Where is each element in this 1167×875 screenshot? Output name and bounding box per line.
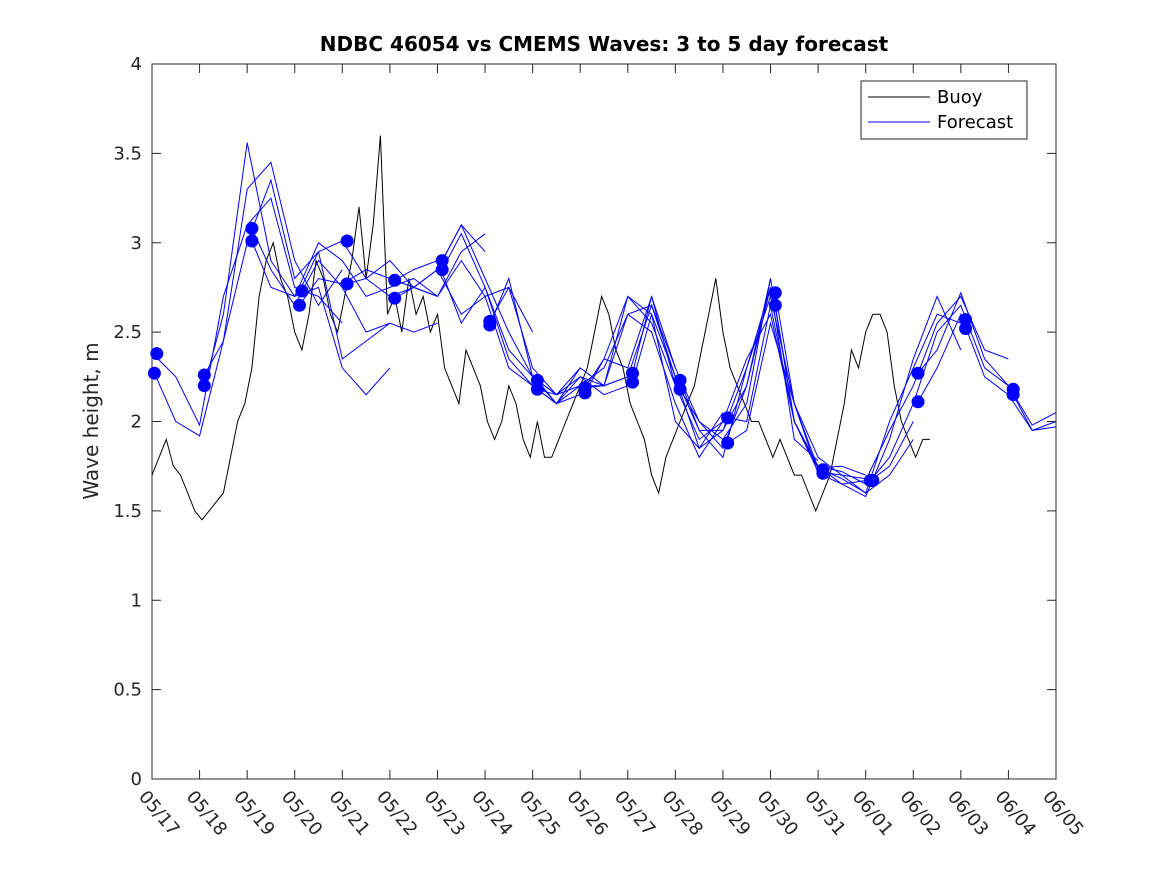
forecast-marker-7	[295, 284, 309, 298]
forecast-marker-11	[388, 273, 402, 287]
forecast-marker-13	[435, 254, 449, 268]
forecast-marker-15	[483, 314, 497, 328]
forecast-marker-5	[245, 221, 259, 235]
forecast-line-27	[822, 295, 1009, 485]
forecast-marker-26	[768, 298, 782, 312]
forecast-line-30	[917, 291, 1057, 431]
y-tick-label: 0	[131, 769, 142, 790]
forecast-marker-10	[388, 291, 402, 305]
forecast-marker-22	[673, 382, 687, 396]
forecast-marker-33	[911, 366, 925, 380]
forecast-line-28	[870, 304, 1057, 481]
y-axis-label: Wave height, m	[79, 342, 103, 499]
forecast-line-17	[584, 278, 771, 441]
forecast-marker-32	[911, 395, 925, 409]
forecast-marker-19	[578, 381, 592, 394]
forecast-line-8	[346, 259, 534, 333]
forecast-marker-31	[866, 474, 880, 487]
chart-title: NDBC 46054 vs CMEMS Waves: 3 to 5 day fo…	[320, 32, 889, 56]
buoy-series	[151, 135, 930, 521]
forecast-marker-1	[150, 347, 164, 361]
forecast-line-21	[679, 278, 866, 480]
forecast-marker-8	[340, 277, 354, 291]
y-tick-label: 3.5	[113, 143, 142, 164]
legend-buoy-label: Buoy	[937, 87, 983, 108]
forecast-marker-35	[959, 313, 973, 327]
forecast-marker-24	[721, 436, 735, 450]
forecast-series-group	[153, 142, 1057, 498]
forecast-line-3	[203, 178, 391, 376]
buoy-line	[151, 135, 930, 521]
forecast-marker-25	[721, 411, 735, 425]
forecast-line-26	[774, 292, 962, 498]
forecast-marker-34	[959, 322, 973, 336]
legend-box	[860, 80, 1028, 140]
y-tick-label: 4	[131, 54, 142, 75]
legend: Buoy Forecast	[860, 80, 1028, 140]
forecast-marker-16	[530, 382, 544, 396]
plot-area	[151, 63, 1057, 780]
forecast-line-23	[727, 321, 914, 494]
y-tick-label: 1.5	[113, 501, 142, 522]
forecast-marker-4	[245, 234, 259, 248]
forecast-marker-29	[816, 463, 830, 477]
forecast-marker-23	[673, 373, 687, 387]
forecast-marker-21	[626, 366, 639, 380]
forecast-line-25	[774, 305, 961, 494]
forecast-marker-2	[197, 379, 211, 393]
forecast-marker-3	[197, 368, 211, 382]
y-tick-label: 2.5	[113, 322, 142, 343]
y-tick-label: 1	[131, 590, 142, 611]
y-tick-label: 2	[131, 412, 142, 433]
y-axis: 0 0.5 1 1.5 2 2.5 3 3.5 4	[113, 54, 1056, 790]
forecast-line-5	[251, 240, 438, 298]
forecast-marker-27	[768, 286, 782, 300]
forecast-marker-12	[435, 263, 449, 277]
forecast-marker-group	[147, 221, 1020, 487]
forecast-marker-0	[147, 366, 161, 380]
forecast-marker-20	[626, 375, 639, 389]
forecast-marker-6	[293, 298, 306, 312]
y-tick-label: 0.5	[113, 680, 142, 701]
forecast-marker-9	[340, 234, 354, 248]
forecast-line-19	[632, 287, 819, 462]
y-tick-label: 3	[131, 233, 142, 254]
forecast-marker-17	[530, 373, 544, 387]
legend-forecast-label: Forecast	[937, 112, 1013, 133]
forecast-marker-37	[1006, 382, 1020, 396]
forecast-line-16	[537, 295, 724, 450]
